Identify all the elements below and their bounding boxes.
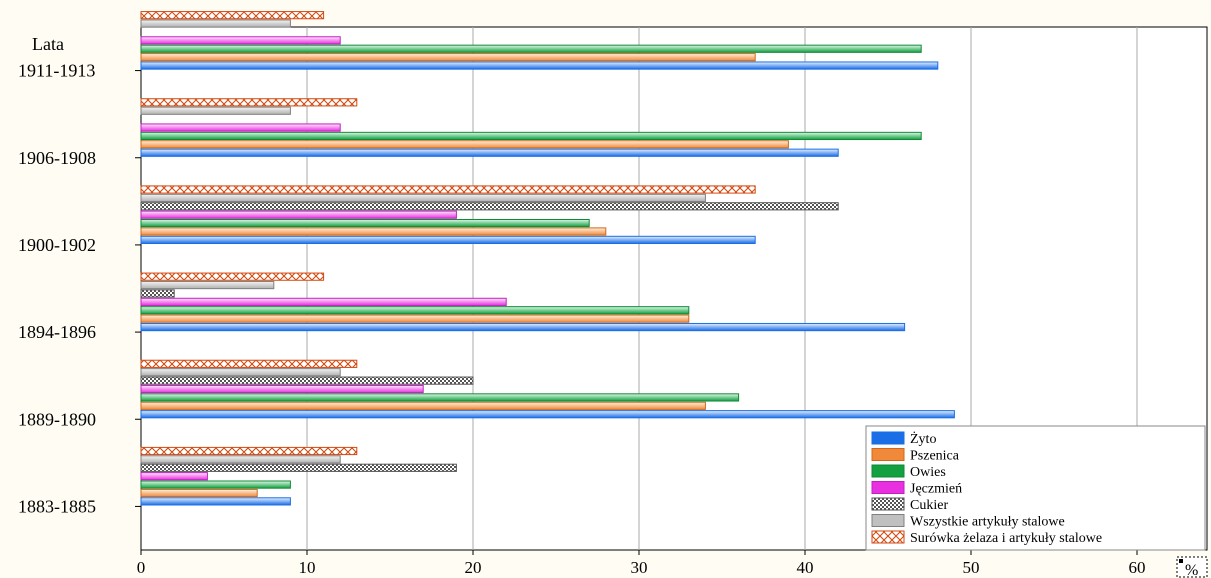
- y-tick-label: 1900-1902: [18, 235, 96, 255]
- bar: [140, 140, 789, 149]
- legend-swatch: [871, 431, 905, 445]
- bar: [140, 289, 175, 298]
- bar: [140, 322, 906, 332]
- bar: [140, 359, 358, 368]
- x-tick-label: 0: [137, 558, 146, 577]
- x-tick-labels: 0 10 20 30 40 50 60: [137, 550, 1146, 577]
- bar: [140, 497, 291, 506]
- legend-swatch: [871, 530, 905, 544]
- bar: [140, 202, 839, 211]
- legend-swatch: [871, 464, 905, 478]
- legend-label: Surówka żelaza i artykuły stalowe: [910, 531, 1102, 546]
- bar: [140, 193, 706, 203]
- bar: [140, 98, 358, 107]
- x-tick-label: 50: [963, 558, 980, 577]
- x-axis-unit: %: [1176, 556, 1208, 578]
- legend-label: Wszystkie artykuły stalowe: [910, 515, 1065, 530]
- bar: [140, 61, 939, 70]
- legend-label: Cukier: [910, 498, 948, 513]
- bar: [140, 148, 839, 157]
- svg-text:%: %: [1185, 562, 1198, 578]
- x-tick-label: 20: [465, 558, 482, 577]
- bar: [140, 314, 690, 323]
- legend-label: Żyto: [910, 431, 936, 447]
- legend-box: [865, 425, 1206, 551]
- bar: [140, 463, 457, 472]
- legend-label: Owies: [910, 465, 946, 480]
- x-tick-label: 10: [299, 558, 316, 577]
- bar: [140, 19, 291, 28]
- bar: [140, 210, 457, 219]
- y-tick-label: 1911-1913: [18, 61, 95, 81]
- bar: [140, 219, 590, 228]
- bar: [140, 280, 275, 290]
- legend-label: Pszenica: [910, 449, 960, 464]
- y-tick-label: 1883-1885: [18, 496, 96, 516]
- y-tick-label: 1889-1890: [18, 409, 96, 429]
- bar: [140, 472, 208, 481]
- bar: [140, 393, 740, 402]
- bar: [140, 306, 690, 315]
- bar: [140, 272, 325, 281]
- bar: [140, 131, 922, 141]
- bar: [140, 446, 358, 456]
- bar: [140, 410, 955, 419]
- y-tick-label: 1906-1908: [18, 148, 96, 168]
- bar: [140, 53, 756, 62]
- y-tick-labels: 1883-1885 1889-1890 1894-1896 1900-1902 1906…: [18, 61, 141, 516]
- bar: [140, 297, 507, 306]
- legend-swatch: [871, 448, 905, 461]
- bar: [140, 44, 922, 53]
- bar: [140, 227, 607, 236]
- x-tick-label: 60: [1129, 558, 1146, 577]
- bar: [140, 36, 341, 45]
- bar: [140, 376, 474, 385]
- y-tick-label: 1894-1896: [18, 322, 96, 342]
- y-axis-title: Lata: [32, 34, 64, 54]
- bar: [140, 368, 341, 377]
- x-tick-label: 30: [631, 558, 648, 577]
- bars: [140, 11, 955, 506]
- legend-label: Jęczmień: [910, 482, 962, 497]
- bar: [140, 123, 341, 132]
- bar: [140, 235, 756, 245]
- bar: [140, 11, 325, 20]
- legend-swatch: [871, 497, 905, 511]
- bar: [140, 455, 341, 464]
- legend-swatch: [871, 514, 905, 527]
- bar: [140, 480, 291, 489]
- bar: [140, 384, 424, 394]
- bar: [140, 488, 258, 498]
- legend-swatch: [871, 481, 905, 494]
- bar: [140, 401, 706, 410]
- bar: [140, 106, 291, 115]
- bar: [140, 185, 756, 194]
- x-tick-label: 40: [797, 558, 814, 577]
